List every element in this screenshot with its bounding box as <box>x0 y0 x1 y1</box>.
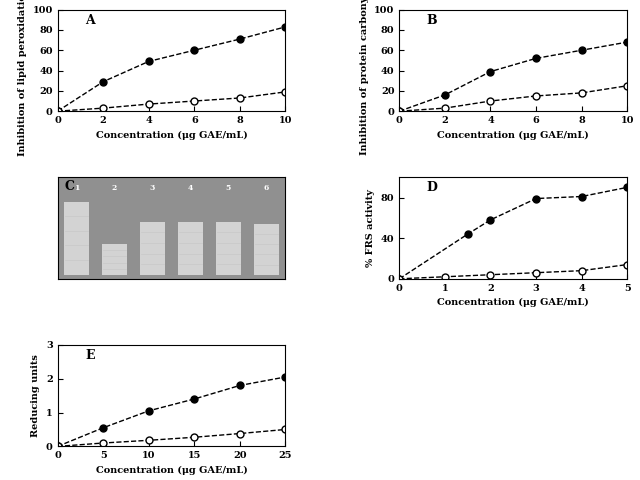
X-axis label: Concentration (μg GAE/mL): Concentration (μg GAE/mL) <box>437 298 589 307</box>
Text: D: D <box>427 181 438 194</box>
X-axis label: Concentration (μg GAE/mL): Concentration (μg GAE/mL) <box>437 131 589 140</box>
X-axis label: Concentration (μg GAE/mL): Concentration (μg GAE/mL) <box>95 131 248 140</box>
Text: E: E <box>85 349 95 362</box>
FancyBboxPatch shape <box>140 222 164 275</box>
FancyBboxPatch shape <box>102 244 127 275</box>
Y-axis label: Reducing units: Reducing units <box>31 354 40 437</box>
Y-axis label: Inhibition of protein carbonyls (%): Inhibition of protein carbonyls (%) <box>360 0 369 155</box>
Text: 6: 6 <box>264 184 269 192</box>
Text: 5: 5 <box>226 184 231 192</box>
Y-axis label: Inhibition of lipid peroxidation (%): Inhibition of lipid peroxidation (%) <box>18 0 27 156</box>
Text: C: C <box>65 180 74 193</box>
Text: B: B <box>427 13 437 27</box>
FancyBboxPatch shape <box>216 222 241 275</box>
FancyBboxPatch shape <box>179 222 203 275</box>
Text: 1: 1 <box>74 184 79 192</box>
Y-axis label: % FRS activity: % FRS activity <box>366 189 375 267</box>
Text: 3: 3 <box>150 184 156 192</box>
FancyBboxPatch shape <box>254 224 278 275</box>
Text: A: A <box>85 13 95 27</box>
X-axis label: Concentration (μg GAE/mL): Concentration (μg GAE/mL) <box>95 466 248 475</box>
Text: 2: 2 <box>112 184 117 192</box>
FancyBboxPatch shape <box>65 202 89 275</box>
Text: 4: 4 <box>188 184 193 192</box>
